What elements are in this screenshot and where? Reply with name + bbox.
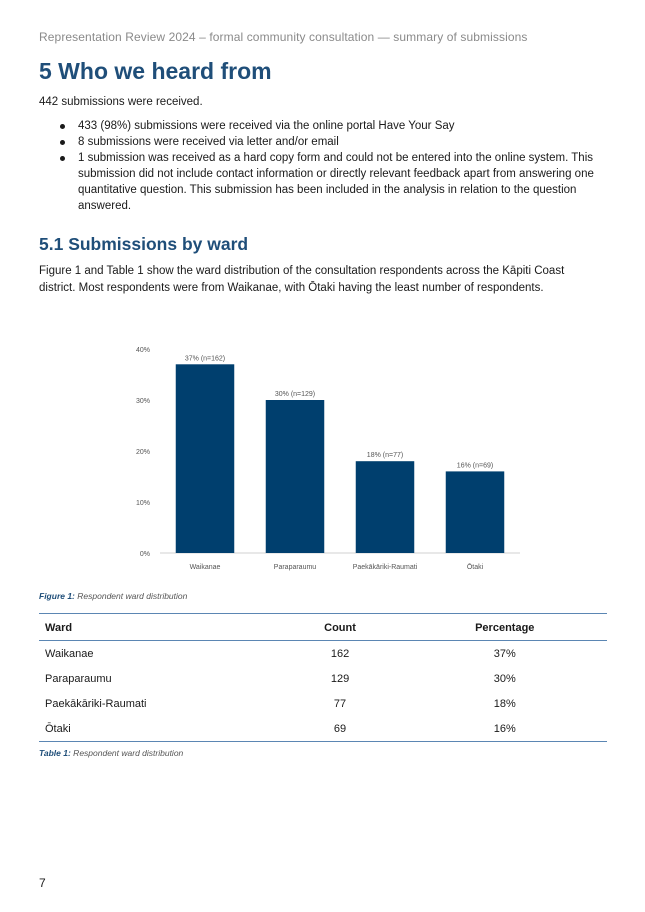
cell-percentage: 37% <box>493 647 516 660</box>
bar <box>265 400 325 553</box>
bar <box>175 364 235 553</box>
y-tick-label: 10% <box>136 500 150 507</box>
cell-ward: Paraparaumu <box>45 672 112 685</box>
page-number: 7 <box>39 876 46 890</box>
bar-data-label: 18% (n=77) <box>367 452 403 459</box>
table-row: Ōtaki 69 16% <box>39 716 607 742</box>
y-tick-label: 20% <box>136 449 150 456</box>
table-row: Waikanae 162 37% <box>39 641 607 667</box>
table-caption-label: Table 1: <box>39 748 71 758</box>
intro-text: 442 submissions were received. <box>39 96 203 108</box>
figure-caption: Figure 1: Respondent ward distribution <box>39 591 187 601</box>
bar-data-label: 30% (n=129) <box>275 391 315 398</box>
section-title: 5 Who we heard from <box>39 58 272 84</box>
subsection-paragraph: Figure 1 and Table 1 show the ward distr… <box>39 265 565 294</box>
figure-caption-text: Respondent ward distribution <box>74 591 188 601</box>
header-percentage: Percentage <box>402 613 607 641</box>
cell-count: 77 <box>333 697 347 710</box>
ward-bar-chart: 0% 10% 20% 30% 40% 37% (n=162) Waikanae 30% (n=… <box>136 347 520 571</box>
submission-bullet-list: 433 (98%) submissions were received via … <box>56 118 616 214</box>
cell-percentage: 18% <box>493 697 516 710</box>
cell-count: 129 <box>330 672 350 685</box>
x-tick-label: Paekākāriki-Raumati <box>353 564 418 571</box>
bullet-item: 433 (98%) submissions were received via … <box>56 118 616 134</box>
x-tick-label: Ōtaki <box>467 563 484 571</box>
table-caption-text: Respondent ward distribution <box>70 748 184 758</box>
subsection-title: 5.1 Submissions by ward <box>39 234 249 254</box>
running-header: Representation Review 2024 – formal comm… <box>39 30 528 44</box>
bar-data-label: 37% (n=162) <box>185 355 225 362</box>
table-row: Paraparaumu 129 30% <box>39 666 607 691</box>
cell-percentage: 16% <box>402 716 607 742</box>
table-caption: Table 1: Respondent ward distribution <box>39 748 183 758</box>
bullet-item: 1 submission was received as a hard copy… <box>56 150 616 214</box>
cell-count: 162 <box>330 647 350 660</box>
header-ward: Ward <box>39 613 278 641</box>
table-header-row: Ward Count Percentage <box>39 613 607 641</box>
cell-count: 69 <box>277 716 403 742</box>
cell-ward: Paekākāriki-Raumati <box>45 697 147 710</box>
figure-caption-label: Figure 1: <box>39 591 75 601</box>
bar <box>355 461 415 553</box>
y-tick-label: 0% <box>140 551 150 558</box>
x-tick-label: Paraparaumu <box>274 564 317 571</box>
header-count: Count <box>277 613 403 641</box>
cell-ward: Ōtaki <box>39 716 278 742</box>
cell-ward: Waikanae <box>45 647 94 660</box>
bar <box>445 471 505 553</box>
bar-data-label: 16% (n=69) <box>457 462 493 469</box>
table-row: Paekākāriki-Raumati 77 18% <box>39 691 607 716</box>
y-tick-label: 40% <box>136 347 150 354</box>
cell-percentage: 30% <box>493 672 516 685</box>
ward-table: Ward Count Percentage Waikanae 162 37% P… <box>39 613 607 742</box>
x-tick-label: Waikanae <box>190 564 221 571</box>
bullet-item: 8 submissions were received via letter a… <box>56 134 616 150</box>
y-tick-label: 30% <box>136 398 150 405</box>
